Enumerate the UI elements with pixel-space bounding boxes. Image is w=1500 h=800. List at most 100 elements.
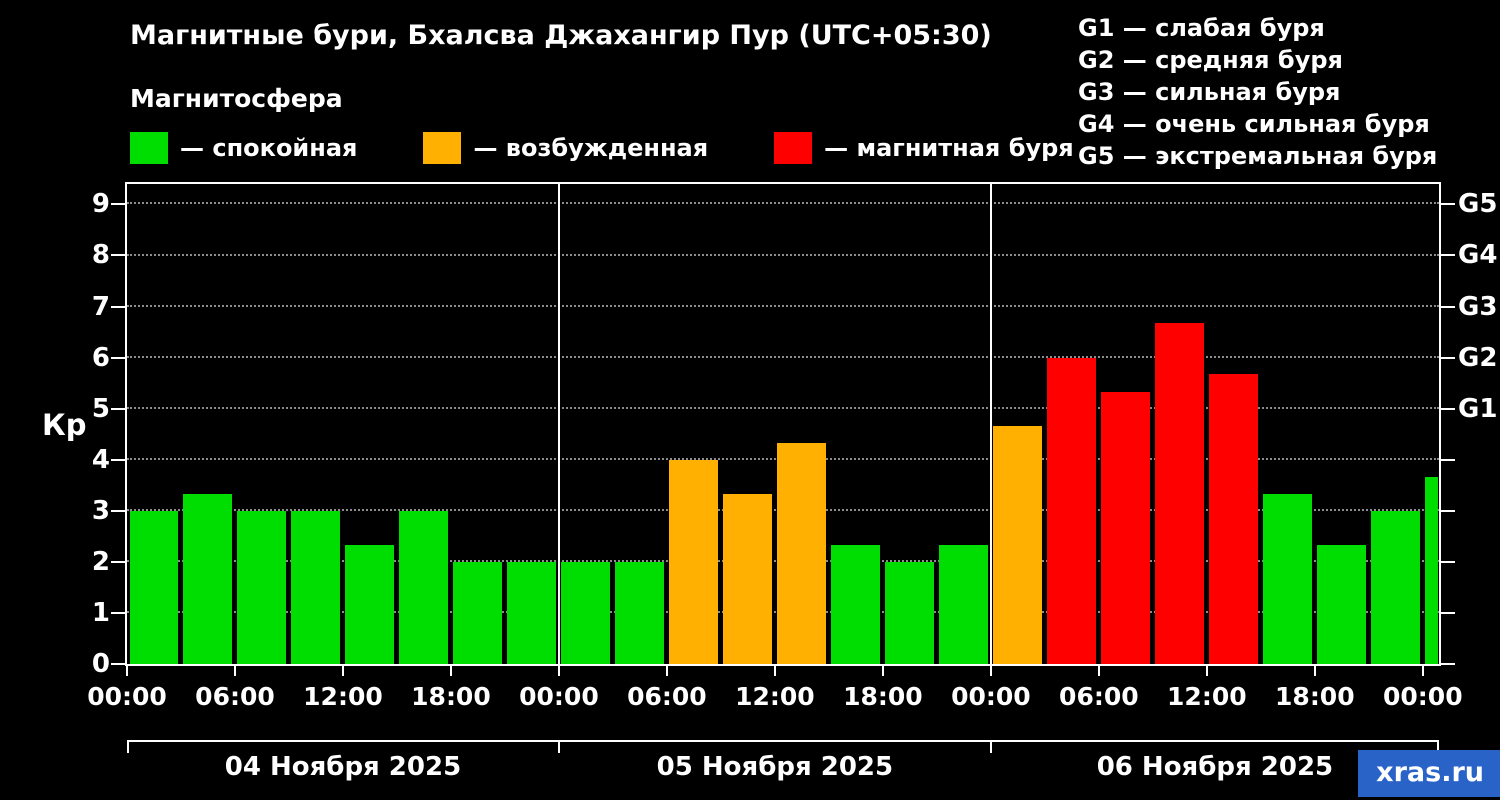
y-axis-ticks-left [111,184,125,665]
gridline-kp-8 [127,253,1439,256]
x-axis-tick-labels: 00:00 06:00 12:00 18:00 00:00 06:00 12:00 18:00… [87,682,1462,714]
x-tick-label-6: 12:00 [735,682,815,711]
x-tick-label-5: 06:00 [627,682,707,711]
y-tick-mark-right-8 [1441,254,1455,257]
y-tick-mark-right-4 [1441,458,1455,461]
x-tick-label-9: 06:00 [1059,682,1139,711]
kp-bar [939,545,989,664]
kp-bar [1317,545,1367,664]
g-scale-legend: G1 — слабая буря G2 — средняя буря G3 — си… [1078,12,1437,172]
legend-item-0: — спокойная [130,132,357,164]
y-tick-label-2: 2 [91,546,110,577]
kp-bar [1101,391,1151,664]
g-label-G4: G4 [1458,240,1498,271]
y-tick-mark-right-9 [1441,203,1455,206]
y-tick-mark-left-8 [111,254,125,257]
x-tick-mark-3 [449,666,452,676]
y-tick-mark-right-7 [1441,305,1455,308]
x-tick-mark-12 [1421,666,1424,676]
bracket-tick-2 [989,740,992,753]
x-tick-mark-5 [665,666,668,676]
y-tick-mark-left-2 [111,560,125,563]
x-tick-label-10: 12:00 [1167,682,1247,711]
y-tick-mark-right-1 [1441,611,1455,614]
y-tick-mark-right-3 [1441,509,1455,512]
kp-bar [237,510,287,664]
y-axis-ticks-right [1441,184,1455,665]
y-tick-mark-left-9 [111,203,125,206]
g-legend-line-5: G5 — экстремальная буря [1078,142,1438,170]
x-tick-mark-0 [126,666,128,676]
date-label-1: 04 Ноября 2025 [224,752,462,782]
day-boundary-line-2 [989,184,992,664]
g-legend-line-1: G1 — слабая буря [1078,14,1325,42]
day-boundary-line-1 [557,184,560,664]
g-label-G1: G1 [1458,393,1498,424]
kp-bar [885,561,935,664]
kp-bar [615,561,665,664]
x-tick-mark-1 [233,666,236,676]
y-tick-label-3: 3 [91,495,110,526]
x-tick-label-3: 18:00 [411,682,491,711]
y-tick-label-8: 8 [91,240,110,271]
kp-bar [669,459,719,664]
y-tick-label-4: 4 [91,444,110,475]
x-tick-label-7: 18:00 [843,682,923,711]
y-tick-mark-right-0 [1441,663,1455,665]
page-title: Магнитные бури, Бхалсва Джахангир Пур (U… [130,20,992,51]
date-label-2: 05 Ноября 2025 [656,752,894,782]
y-tick-mark-right-2 [1441,560,1455,563]
xras-watermark: xras.ru [1358,750,1500,797]
y-tick-mark-right-5 [1441,407,1455,410]
x-tick-mark-8 [989,666,992,676]
x-tick-label-12: 00:00 [1383,682,1463,711]
legend-item-label: — магнитная буря [824,134,1074,162]
right-axis-g-labels: G1 G2 G3 G4 G5 [1458,184,1500,664]
kp-bar [1263,493,1313,664]
y-tick-mark-left-7 [111,305,125,308]
legend-item-label: — возбужденная [473,134,709,162]
x-tick-mark-2 [341,666,344,676]
y-tick-label-9: 9 [91,189,110,220]
excited-swatch-icon [423,132,462,164]
kp-bar [1371,510,1421,664]
x-tick-mark-7 [881,666,884,676]
date-label-3: 06 Ноября 2025 [1096,752,1334,782]
y-tick-mark-left-4 [111,458,125,461]
kp-bar [993,425,1043,664]
kp-bar [561,561,611,664]
y-axis-tick-labels: 0 1 2 3 4 5 6 7 8 9 [0,184,110,679]
kp-bar [507,561,557,664]
x-tick-label-8: 00:00 [951,682,1031,711]
x-tick-mark-10 [1205,666,1208,676]
y-tick-mark-left-1 [111,611,125,614]
legend-item-label: — спокойная [180,134,358,162]
y-tick-mark-left-6 [111,356,125,359]
chart-subtitle: Магнитосфера [130,84,343,113]
kp-bar [1155,323,1205,664]
y-tick-label-0: 0 [91,649,110,679]
g-label-G5: G5 [1458,189,1498,220]
magnetosphere-legend: — спокойная — возбужденная — магнитная бур… [130,132,1074,164]
plot-area [125,182,1441,666]
x-tick-label-1: 06:00 [195,682,275,711]
x-tick-label-2: 12:00 [303,682,383,711]
y-tick-label-6: 6 [91,342,110,373]
x-tick-label-4: 00:00 [519,682,599,711]
g-legend-line-3: G3 — сильная буря [1078,78,1341,106]
x-tick-label-0: 00:00 [87,682,167,711]
g-label-G2: G2 [1458,342,1498,373]
x-tick-mark-9 [1097,666,1100,676]
bracket-tick-3 [1437,740,1439,753]
kp-bar [291,510,341,664]
bracket-line [127,740,1439,742]
kp-bar [453,561,503,664]
y-tick-label-7: 7 [91,291,110,322]
kp-bar [1209,374,1259,664]
g-legend-line-2: G2 — средняя буря [1078,46,1343,74]
kp-bar [399,510,449,664]
gridline-kp-5 [127,406,1439,409]
quiet-swatch-icon [130,132,168,164]
g-label-G3: G3 [1458,291,1498,322]
